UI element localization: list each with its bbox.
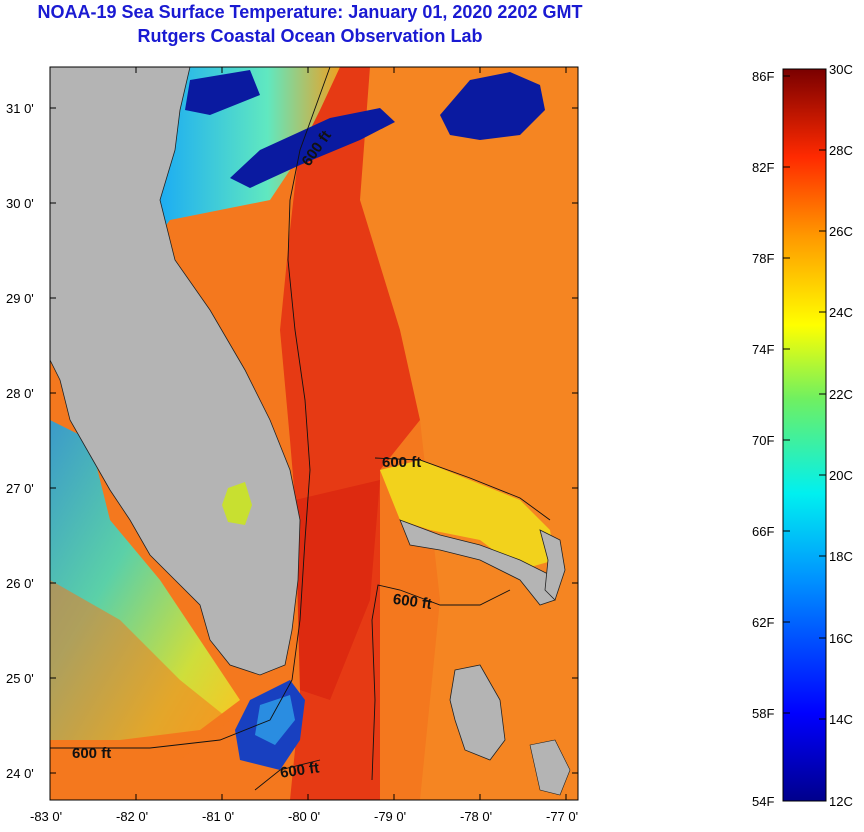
- cloud-patch-north: [230, 108, 395, 188]
- colorbar-c-label: 28C: [829, 143, 853, 158]
- colorbar-f-label: 54F: [752, 794, 775, 809]
- lat-label: 27 0': [6, 481, 34, 496]
- contour-label-andros: 600 ft: [392, 591, 433, 613]
- isobath-600ft-bahamas: [371, 584, 511, 781]
- colorbar-c-label: 16C: [829, 631, 853, 646]
- contour-label-bahama: 600 ft: [382, 454, 421, 471]
- map-frame: [49, 66, 579, 801]
- colorbar-f-label: 66F: [752, 524, 775, 539]
- colorbar-c-label: 30C: [829, 62, 853, 77]
- colorbar-c-label: 20C: [829, 468, 853, 483]
- colorbar-f-label: 62F: [752, 615, 775, 630]
- contour-label-gulf: 600 ft: [72, 745, 111, 762]
- lat-label: 29 0': [6, 291, 34, 306]
- lon-label: -83 0': [30, 809, 63, 824]
- colorbar-ticks: [783, 75, 826, 720]
- little-bahama-bank: [380, 460, 555, 570]
- colorbar-c-label: 24C: [829, 305, 853, 320]
- colorbar-c-label: 26C: [829, 224, 853, 239]
- lat-label: 31 0': [6, 101, 34, 116]
- lon-label: -82 0': [116, 809, 149, 824]
- colorbar-c-label: 18C: [829, 549, 853, 564]
- colorbar-f-label: 78F: [752, 251, 775, 266]
- colorbar-f-label: 70F: [752, 433, 775, 448]
- abaco-island: [539, 529, 566, 601]
- colorbar-c-label: 14C: [829, 712, 853, 727]
- lat-label: 25 0': [6, 671, 34, 686]
- colorbar-f-label: 86F: [752, 69, 775, 84]
- map-subtitle: Rutgers Coastal Ocean Observation Lab: [137, 26, 483, 46]
- andros-island: [449, 664, 506, 761]
- cloud-patch-northeast: [440, 72, 545, 140]
- colorbar-c-label: 12C: [829, 794, 853, 809]
- map-ticks: [49, 67, 578, 800]
- lon-label: -77 0': [546, 809, 579, 824]
- colorbar-f-label: 58F: [752, 706, 775, 721]
- map-title: NOAA-19 Sea Surface Temperature: January…: [37, 2, 583, 22]
- grand-bahama-island: [399, 519, 556, 606]
- lat-label: 28 0': [6, 386, 34, 401]
- lake-okeechobee: [222, 482, 252, 525]
- colorbar-f-label: 74F: [752, 342, 775, 357]
- lon-label: -79 0': [374, 809, 407, 824]
- lat-label: 24 0': [6, 766, 34, 781]
- lon-label: -81 0': [202, 809, 235, 824]
- colorbar-f-label: 82F: [752, 160, 775, 175]
- lon-label: -80 0': [288, 809, 321, 824]
- colorbar-c-label: 22C: [829, 387, 853, 402]
- contour-label-keys: 600 ft: [279, 759, 320, 781]
- lon-label: -78 0': [460, 809, 493, 824]
- isobath-600ft-florida: [50, 67, 331, 749]
- lat-label: 26 0': [6, 576, 34, 591]
- map-imagery: 600 ft 600 ft 600 ft 600 ft 600 ft: [50, 67, 578, 800]
- lat-label: 30 0': [6, 196, 34, 211]
- temperature-colorbar: [782, 68, 827, 802]
